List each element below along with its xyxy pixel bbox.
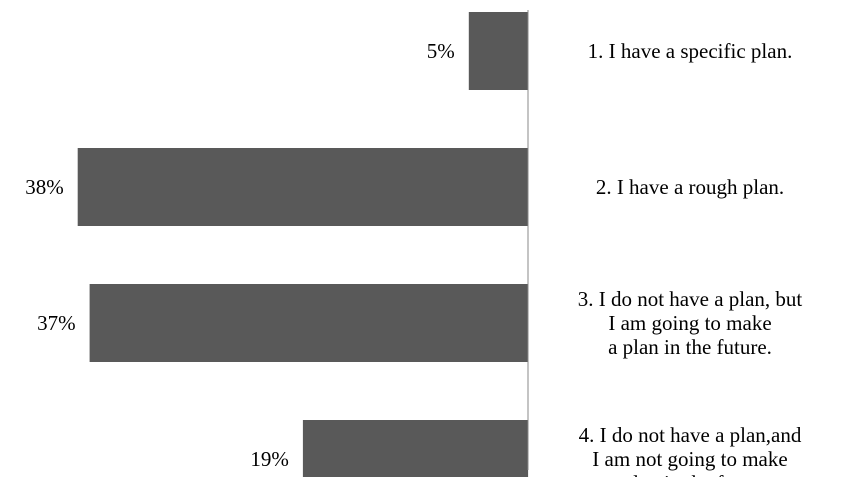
bars-group	[77, 12, 529, 477]
value-label-4: 19%	[250, 447, 289, 471]
value-label-3: 37%	[37, 311, 76, 335]
value-label-1: 5%	[427, 39, 455, 63]
bar-2	[77, 148, 528, 226]
category-label-1: 1. I have a specific plan.	[588, 39, 793, 63]
bar-1	[468, 12, 529, 90]
category-labels-group: 1. I have a specific plan. 2. I have a ro…	[578, 39, 803, 477]
bar-4	[302, 420, 529, 477]
bar-3	[89, 284, 528, 362]
value-label-2: 38%	[25, 175, 64, 199]
category-label-4: 4. I do not have a plan,and I am not goin…	[579, 423, 802, 477]
category-label-3: 3. I do not have a plan, but I am going t…	[578, 287, 803, 359]
category-label-2: 2. I have a rough plan.	[596, 175, 784, 199]
value-labels-group: 5% 38% 37% 19%	[25, 39, 455, 471]
